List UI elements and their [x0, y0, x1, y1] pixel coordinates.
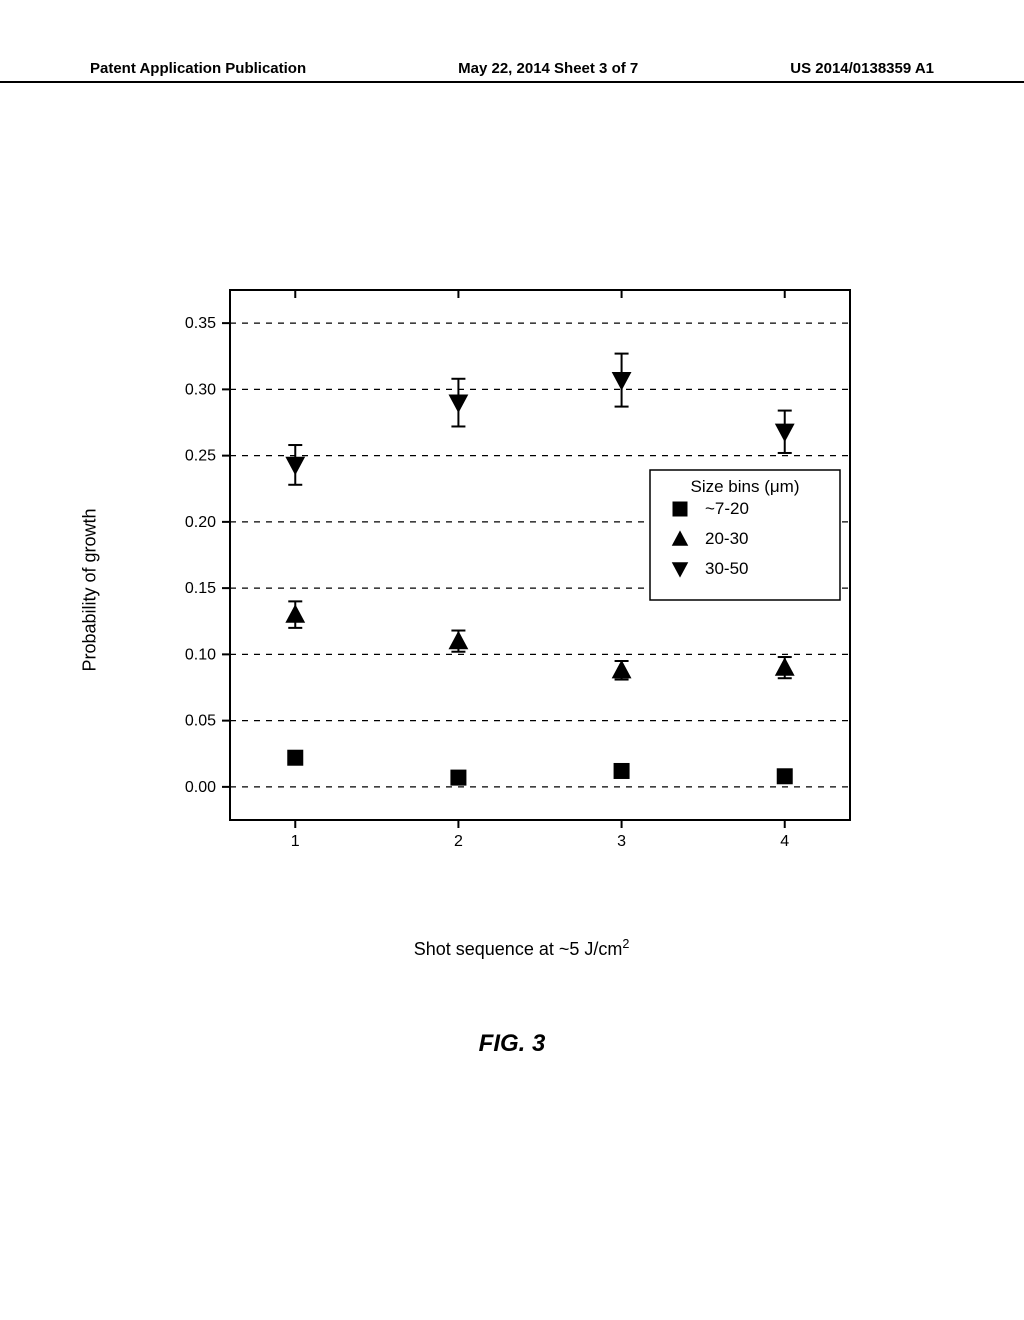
svg-text:0.00: 0.00: [185, 779, 216, 796]
header-row: Patent Application Publication May 22, 2…: [0, 60, 1024, 77]
xlabel-text: Shot sequence at ~5 J/cm: [414, 939, 623, 959]
svg-text:0.10: 0.10: [185, 646, 216, 663]
svg-text:~7-20: ~7-20: [705, 499, 749, 518]
page-header: Patent Application Publication May 22, 2…: [0, 60, 1024, 83]
x-axis-label: Shot sequence at ~5 J/cm2: [414, 937, 630, 960]
header-left: Patent Application Publication: [90, 60, 306, 77]
page: Patent Application Publication May 22, 2…: [0, 0, 1024, 1320]
svg-text:3: 3: [617, 833, 626, 850]
xlabel-sup: 2: [622, 937, 629, 951]
svg-text:0.30: 0.30: [185, 381, 216, 398]
svg-text:2: 2: [454, 833, 463, 850]
svg-text:0.35: 0.35: [185, 315, 216, 332]
svg-text:1: 1: [291, 833, 300, 850]
chart-container: Probability of growth 0.000.050.100.150.…: [120, 280, 880, 900]
svg-text:4: 4: [780, 833, 789, 850]
svg-text:0.25: 0.25: [185, 448, 216, 465]
header-right: US 2014/0138359 A1: [790, 60, 934, 77]
svg-text:30-50: 30-50: [705, 559, 748, 578]
y-axis-label: Probability of growth: [80, 508, 101, 671]
figure-caption: FIG. 3: [0, 1030, 1024, 1058]
header-center: May 22, 2014 Sheet 3 of 7: [458, 60, 638, 77]
svg-text:20-30: 20-30: [705, 529, 748, 548]
svg-text:0.05: 0.05: [185, 713, 216, 730]
svg-text:Size bins (μm): Size bins (μm): [691, 477, 800, 496]
svg-text:0.15: 0.15: [185, 580, 216, 597]
svg-text:0.20: 0.20: [185, 514, 216, 531]
scatter-chart: 0.00 0.05 0.10 0.15 0.20 0.25 0.30 0.35 1 2 3 4 Size…: [120, 280, 880, 900]
